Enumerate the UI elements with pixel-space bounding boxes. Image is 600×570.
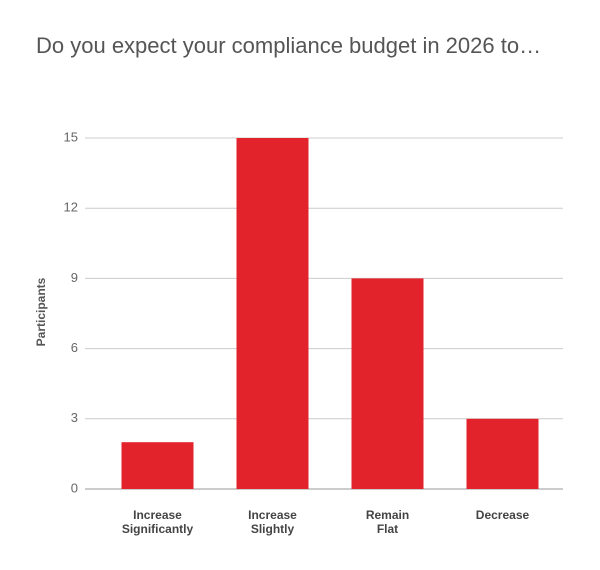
x-tick-label: Increase Slightly — [248, 508, 297, 536]
y-tick-label: 12 — [64, 200, 78, 215]
chart-title: Do you expect your compliance budget in … — [36, 33, 541, 58]
bar — [351, 278, 424, 489]
bar — [236, 138, 309, 489]
x-tick-label: Remain Flat — [366, 508, 409, 536]
x-tick-label: Increase Significantly — [122, 508, 194, 536]
y-tick-label: 15 — [64, 129, 78, 144]
y-axis-label: Participants — [34, 277, 48, 346]
y-tick-label: 9 — [71, 270, 78, 285]
y-tick-label: 3 — [71, 410, 78, 425]
y-tick-label: 0 — [71, 480, 78, 495]
x-tick-label: Decrease — [476, 508, 530, 522]
bar — [466, 418, 539, 489]
y-tick-label: 6 — [71, 340, 78, 355]
bar — [121, 442, 194, 489]
